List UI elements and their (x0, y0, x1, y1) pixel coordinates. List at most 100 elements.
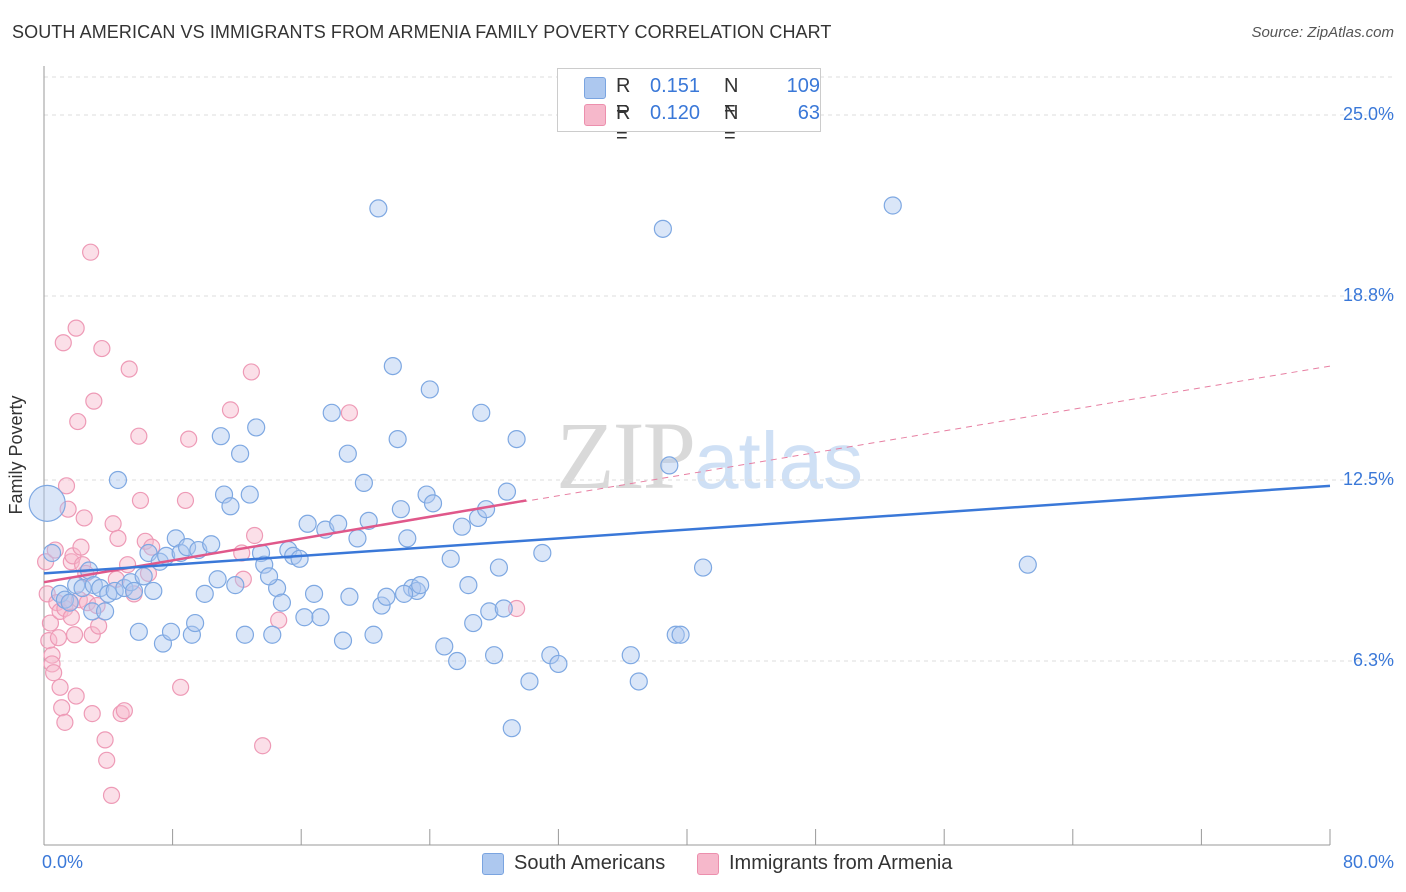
legend-r-label: R = (616, 75, 631, 120)
data-point-south-american (73, 578, 92, 598)
y-tick-label: 18.8% (1342, 285, 1394, 305)
data-point-south-american (671, 625, 690, 644)
data-point-south-american (304, 584, 324, 603)
data-point-south-american (420, 380, 439, 399)
data-point-south-american (235, 625, 255, 644)
data-point-armenia (62, 608, 80, 626)
data-point-south-american (263, 625, 282, 644)
data-point-armenia (38, 585, 56, 603)
watermark: ZIPatlas (556, 400, 863, 511)
data-point-south-american (394, 584, 414, 603)
data-point-armenia (242, 363, 260, 381)
data-point-south-american (883, 196, 902, 215)
data-point-armenia (508, 599, 526, 618)
data-point-south-american (231, 444, 250, 463)
data-point-south-american (472, 403, 491, 422)
data-point-south-american (489, 558, 509, 577)
y-tick-label: 6.3% (1352, 650, 1394, 671)
data-point-south-american (208, 570, 227, 589)
data-point-south-american (448, 651, 467, 671)
axes (43, 66, 1331, 846)
data-point-south-american (60, 593, 79, 612)
data-point-south-american (333, 631, 353, 650)
data-point-south-american (520, 672, 539, 691)
data-point-south-american (129, 622, 148, 641)
data-point-south-american (411, 576, 430, 595)
legend-swatch-pink (584, 104, 606, 126)
data-point-south-american (494, 599, 513, 618)
data-point-armenia (65, 626, 84, 644)
data-point-south-american (182, 625, 201, 644)
data-point-armenia (72, 538, 90, 556)
data-point-armenia (45, 664, 63, 682)
data-point-south-american (226, 576, 245, 595)
data-point-south-american (211, 427, 230, 446)
data-point-south-american (629, 672, 648, 691)
bottom-legend-label: South Americans (514, 852, 666, 874)
data-point-armenia (82, 243, 100, 261)
data-point-armenia (69, 412, 87, 431)
data-point-armenia (75, 509, 93, 527)
data-point-south-american (423, 494, 443, 513)
data-point-south-american (42, 543, 62, 563)
data-point-south-american (311, 608, 330, 627)
y-tick-label: 12.5% (1342, 468, 1394, 489)
data-point-armenia (67, 319, 85, 337)
data-point-armenia (172, 678, 190, 696)
data-point-south-american (338, 444, 357, 463)
series-south-american-points (28, 196, 1037, 738)
data-point-armenia (85, 392, 103, 410)
data-point-south-american (202, 535, 221, 554)
data-point-south-american (372, 596, 391, 615)
legend-n-value: 63 (797, 102, 820, 124)
y-axis-label: Family Poverty (6, 395, 26, 515)
data-point-armenia (56, 713, 74, 731)
trend-line-armenia-extended (43, 365, 1331, 583)
data-point-armenia (143, 538, 161, 556)
data-point-armenia (43, 655, 61, 673)
data-point-south-american (653, 219, 672, 238)
data-point-armenia (102, 786, 121, 804)
data-point-south-american (377, 587, 396, 606)
data-point-armenia (90, 617, 108, 635)
legend-r-value: 0.120 (650, 102, 701, 124)
data-point-armenia (62, 553, 80, 571)
data-point-south-american (660, 456, 679, 475)
data-point-armenia (40, 631, 58, 650)
data-point-armenia (115, 702, 133, 720)
data-point-armenia (46, 541, 64, 559)
data-point-south-american (255, 555, 274, 574)
bottom-legend-label: Immigrants from Armenia (729, 852, 953, 874)
data-point-south-american (28, 484, 66, 522)
trend-lines (43, 365, 1331, 584)
data-point-armenia (57, 477, 76, 495)
data-point-south-american (666, 625, 685, 644)
data-point-south-american (354, 473, 373, 493)
data-point-south-american (497, 482, 517, 501)
data-point-south-american (441, 549, 460, 568)
data-point-south-american (502, 719, 521, 738)
bottom-legend-swatch-blue (482, 853, 504, 875)
data-point-armenia (221, 401, 240, 419)
data-point-south-american (464, 613, 483, 633)
data-point-south-american (452, 517, 472, 536)
trend-line-south-american (43, 484, 1331, 575)
data-point-armenia (180, 430, 198, 448)
data-point-armenia (51, 678, 69, 696)
data-point-south-american (195, 584, 214, 603)
legend-n-label: N = (724, 102, 739, 147)
data-point-armenia (112, 704, 130, 723)
bottom-legend-swatch-pink (697, 853, 719, 875)
data-point-armenia (67, 687, 85, 705)
source-label: Source: ZipAtlas.com (1251, 24, 1394, 41)
data-point-south-american (259, 567, 279, 586)
data-point-south-american (533, 543, 552, 563)
data-point-south-american (480, 602, 499, 621)
data-point-armenia (83, 704, 101, 723)
data-point-south-american (134, 567, 153, 586)
legend-swatch-blue (584, 77, 606, 99)
data-point-south-american (272, 593, 292, 612)
data-point-south-american (247, 418, 266, 437)
data-point-armenia (93, 339, 111, 358)
data-point-armenia (120, 360, 138, 378)
